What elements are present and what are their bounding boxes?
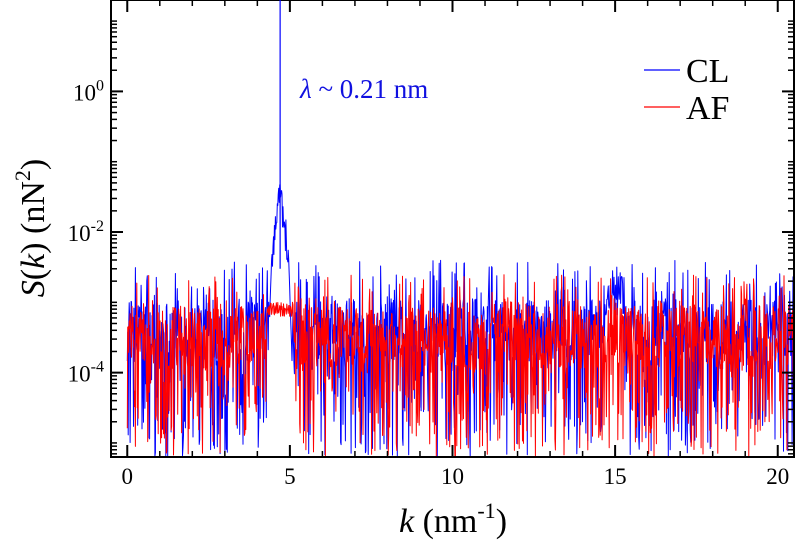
y-tick-label: 10-4 [68, 359, 104, 387]
y-axis-unit-exponent: 2 [10, 170, 35, 181]
x-tick-label: 10 [441, 464, 464, 489]
series-af-line [126, 274, 794, 457]
y-tick-label: 100 [73, 77, 104, 105]
y-tick-exponent: 0 [96, 77, 104, 94]
x-axis-unit-open: (nm [414, 503, 477, 540]
y-axis-unit-open: (nN [15, 181, 52, 242]
x-tick-label: 20 [766, 464, 789, 489]
legend-label-af: AF [686, 90, 729, 127]
x-axis-unit-exponent: -1 [477, 498, 495, 523]
y-tick-base: 10 [68, 362, 91, 387]
y-tick-label: 10-2 [68, 218, 104, 246]
x-axis-variable: k [399, 503, 415, 540]
x-tick-labels: 0 5 10 15 20 [122, 464, 790, 489]
x-tick-label: 0 [122, 464, 134, 489]
annotation-text: ~ 0.21 nm [312, 74, 429, 104]
legend-label-cl: CL [686, 53, 729, 90]
annotation-symbol: λ [299, 74, 312, 104]
x-axis-unit-close: ) [496, 503, 507, 540]
x-tick-label: 5 [284, 464, 296, 489]
y-tick-exponent: -2 [91, 218, 104, 235]
y-tick-base: 10 [73, 80, 96, 105]
legend: CL AF [644, 53, 729, 127]
y-axis-paren-close: ) [15, 242, 52, 253]
y-axis-argument: k [15, 253, 52, 269]
peak-annotation: λ ~ 0.21 nm [299, 74, 428, 104]
x-tick-label: 15 [604, 464, 627, 489]
y-axis-unit-close: ) [15, 159, 52, 170]
axis-ticks [111, 0, 794, 457]
y-axis-paren-open: ( [15, 269, 52, 280]
x-axis-label: k (nm-1) [399, 498, 507, 540]
y-tick-base: 10 [68, 221, 91, 246]
y-axis-variable: S [15, 280, 52, 297]
y-axis-label: S(k) (nN2) [10, 159, 52, 297]
y-tick-exponent: -4 [91, 359, 104, 376]
